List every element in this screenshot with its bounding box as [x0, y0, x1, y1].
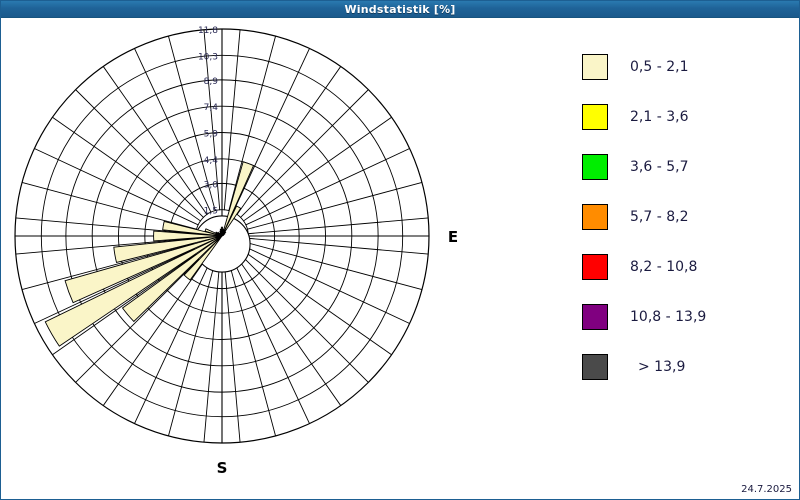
legend-swatch-2 — [582, 154, 608, 180]
grid-spoke — [232, 259, 310, 424]
window-title-bar: Windstatistik [%] — [1, 1, 799, 18]
legend-item: 2,1 - 3,6 — [582, 92, 797, 142]
legend-item: > 13,9 — [582, 342, 797, 392]
windrose-plot: 1,53,04,45,97,48,910,311,8NESW — [2, 18, 562, 488]
grid-spoke — [228, 260, 277, 437]
grid-spoke — [102, 66, 208, 216]
legend-swatch-3 — [582, 204, 608, 230]
window-title: Windstatistik [%] — [344, 2, 456, 16]
grid-spoke — [34, 148, 199, 226]
grid-spoke — [247, 237, 429, 255]
grid-spoke — [102, 256, 208, 406]
grid-spoke — [239, 89, 369, 219]
grid-spoke — [21, 242, 198, 291]
legend-item: 8,2 - 10,8 — [582, 242, 797, 292]
grid-spoke — [52, 116, 202, 222]
windrose-svg: 1,53,04,45,97,48,910,311,8NESW — [14, 18, 458, 477]
radial-tick-label: 5,9 — [204, 130, 219, 140]
grid-spoke — [236, 66, 342, 216]
cardinal-label-n: N — [216, 18, 229, 19]
petal-segment — [219, 228, 223, 237]
radial-tick-label: 11,8 — [198, 26, 218, 36]
grid-spoke — [246, 181, 423, 230]
legend-label-4: 8,2 - 10,8 — [630, 259, 698, 275]
grid-spoke — [239, 253, 369, 383]
legend-swatch-1 — [582, 104, 608, 130]
grid-spoke — [223, 29, 241, 211]
petal-segment — [183, 235, 223, 281]
grid-spoke — [223, 261, 241, 443]
grid-spoke — [228, 35, 277, 212]
legend-label-5: 10,8 - 13,9 — [630, 309, 707, 325]
legend-swatch-6 — [582, 354, 608, 380]
legend: 0,5 - 2,1 2,1 - 3,6 3,6 - 5,7 5,7 - 8,2 … — [582, 42, 797, 392]
petal-segment — [221, 205, 242, 237]
legend-item: 0,5 - 2,1 — [582, 42, 797, 92]
legend-item: 5,7 - 8,2 — [582, 192, 797, 242]
grid-spoke — [75, 253, 205, 383]
radial-tick-label: 4,4 — [204, 156, 219, 166]
radial-tick-label: 8,9 — [204, 77, 219, 87]
cardinal-label-s: S — [217, 459, 228, 477]
grid-spoke — [203, 29, 221, 211]
footer-date: 24.7.2025 — [741, 484, 792, 495]
rose-labels: 1,53,04,45,97,48,910,311,8NESW — [198, 18, 458, 477]
legend-item: 10,8 - 13,9 — [582, 292, 797, 342]
grid-spoke — [52, 250, 202, 356]
legend-label-2: 3,6 - 5,7 — [630, 159, 689, 175]
radial-tick-label: 7,4 — [204, 103, 219, 113]
legend-swatch-4 — [582, 254, 608, 280]
petal-segment — [221, 161, 255, 237]
grid-spoke — [203, 261, 221, 443]
grid-spoke — [245, 246, 410, 324]
legend-label-3: 5,7 - 8,2 — [630, 209, 689, 225]
grid-spoke — [245, 148, 410, 226]
grid-spoke — [134, 48, 212, 213]
grid-spoke — [242, 250, 392, 356]
petal-segment — [162, 220, 223, 237]
radial-tick-label: 1,5 — [204, 207, 218, 217]
grid-spoke — [15, 237, 197, 255]
grid-spoke — [247, 217, 429, 235]
rose-petals — [44, 161, 255, 347]
radial-tick-label: 10,3 — [198, 52, 218, 62]
legend-label-0: 0,5 - 2,1 — [630, 59, 689, 75]
petal-segment — [113, 235, 223, 264]
petal-segment — [121, 235, 223, 323]
grid-spoke — [15, 217, 197, 235]
grid-spoke — [21, 181, 198, 230]
grid-spoke — [236, 256, 342, 406]
grid-spoke — [34, 246, 199, 324]
petal-segment — [64, 235, 223, 304]
grid-spoke — [232, 48, 310, 213]
grid-spoke — [134, 259, 212, 424]
legend-swatch-0 — [582, 54, 608, 80]
radial-tick-label: 3,0 — [204, 180, 219, 190]
petal-segment — [44, 235, 223, 347]
cardinal-label-e: E — [448, 228, 458, 246]
legend-label-6: > 13,9 — [638, 359, 686, 375]
grid-spoke — [246, 242, 423, 291]
chart-content-area: 1,53,04,45,97,48,910,311,8NESW 0,5 - 2,1… — [2, 18, 798, 499]
grid-spoke — [242, 116, 392, 222]
legend-label-1: 2,1 - 3,6 — [630, 109, 689, 125]
grid-spoke — [167, 35, 216, 212]
grid-spoke — [75, 89, 205, 219]
rose-grid — [14, 28, 430, 444]
grid-spoke — [167, 260, 216, 437]
legend-swatch-5 — [582, 304, 608, 330]
petal-segment — [153, 230, 223, 242]
legend-item: 3,6 - 5,7 — [582, 142, 797, 192]
